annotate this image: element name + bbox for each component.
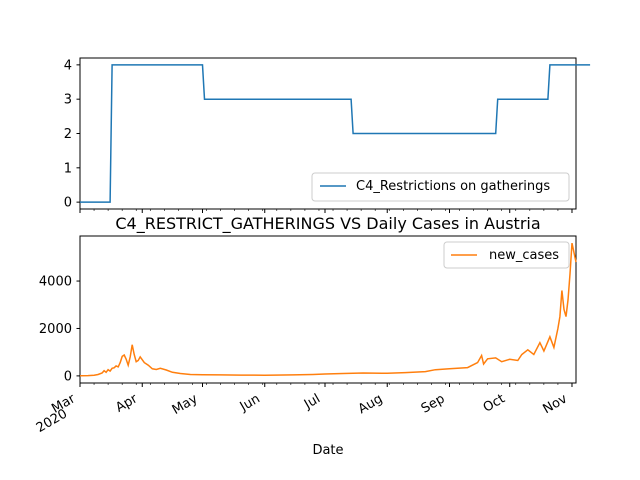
x-tick-label: Nov: [541, 391, 571, 417]
top-y-tick-label: 3: [64, 93, 72, 108]
top-legend-label: C4_Restrictions on gatherings: [356, 179, 550, 194]
x-tick-label: Oct: [481, 391, 508, 415]
x-tick-label: 2020: [34, 406, 70, 436]
top-legend: C4_Restrictions on gatherings: [311, 172, 570, 202]
bottom-y-tick-label: 4000: [39, 275, 72, 290]
top-y-tick-label: 2: [64, 127, 72, 142]
top-series-line: [80, 64, 591, 203]
top-legend-box: [311, 172, 570, 202]
bottom-y-tick-label: 2000: [39, 322, 72, 337]
x-tick-label: Jul: [301, 391, 323, 412]
bottom-plot-frame: [79, 235, 577, 384]
bottom-legend-label: new_cases: [489, 248, 559, 263]
bottom-y-tick-label: 0: [64, 369, 72, 384]
x-tick-label: Apr: [113, 391, 141, 416]
top-y-tick-label: 4: [64, 58, 72, 73]
bottom-series-line: [79, 242, 577, 377]
top-subplot: 0 1 2 3 4 C4_Restrictions on gatherings: [64, 57, 591, 213]
x-tick-label: Jun: [237, 391, 263, 415]
top-y-tick-label: 0: [64, 196, 72, 211]
bottom-legend-box: [443, 241, 570, 269]
x-tick-label: Aug: [356, 391, 385, 417]
bottom-y-ticks: 0 2000 4000: [39, 275, 80, 384]
top-x-ticks: [79, 209, 573, 213]
x-axis-label: Date: [312, 443, 343, 458]
x-tick-label: May: [170, 391, 201, 418]
bottom-legend: new_cases: [443, 241, 570, 269]
x-tick-label: Sep: [419, 391, 448, 416]
top-y-tick-label: 1: [64, 161, 72, 176]
top-y-ticks: 0 1 2 3 4: [64, 58, 80, 211]
bottom-subplot: C4_RESTRICT_GATHERINGS VS Daily Cases in…: [34, 214, 577, 458]
chart-title: C4_RESTRICT_GATHERINGS VS Daily Cases in…: [115, 214, 540, 234]
